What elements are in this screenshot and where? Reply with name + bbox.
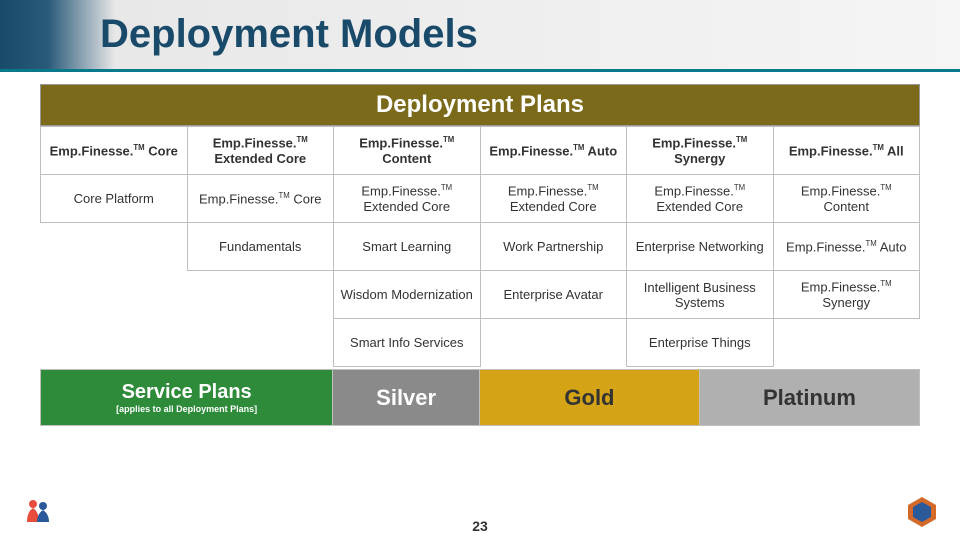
col-header-0: Emp.Finesse.TM Core [41, 127, 188, 175]
deployment-plans-header: Deployment Plans [40, 84, 920, 126]
col-header-4: Emp.Finesse.TM Synergy [627, 127, 774, 175]
page-title: Deployment Models [100, 12, 478, 57]
col-header-1: Emp.Finesse.TM Extended Core [187, 127, 334, 175]
service-plans-row: Service Plans [applies to all Deployment… [40, 369, 920, 426]
col-header-2: Emp.Finesse.TM Content [334, 127, 481, 175]
table-row: FundamentalsSmart LearningWork Partnersh… [41, 223, 920, 271]
slide-content: Deployment Plans Emp.Finesse.TM CoreEmp.… [0, 72, 960, 426]
page-number: 23 [472, 518, 488, 534]
table-cell [41, 319, 188, 367]
table-cell: Smart Learning [334, 223, 481, 271]
table-cell: Enterprise Networking [627, 223, 774, 271]
table-cell: Core Platform [41, 175, 188, 223]
tier-silver: Silver [333, 370, 480, 426]
table-row: Core PlatformEmp.Finesse.TM CoreEmp.Fine… [41, 175, 920, 223]
table-cell [41, 223, 188, 271]
table-cell: Enterprise Things [627, 319, 774, 367]
logo-left-icon [20, 494, 56, 530]
title-banner: Deployment Models [0, 0, 960, 72]
tier-gold: Gold [480, 370, 700, 426]
table-cell: Emp.Finesse.TM Auto [773, 223, 920, 271]
table-cell: Smart Info Services [334, 319, 481, 367]
table-cell: Emp.Finesse.TM Core [187, 175, 334, 223]
service-plans-subtitle: [applies to all Deployment Plans] [116, 404, 257, 414]
table-cell: Emp.Finesse.TM Synergy [773, 271, 920, 319]
table-cell: Emp.Finesse.TM Content [773, 175, 920, 223]
service-plans-title: Service Plans [122, 381, 252, 404]
table-cell [480, 319, 627, 367]
table-cell: Emp.Finesse.TM Extended Core [334, 175, 481, 223]
table-cell [187, 271, 334, 319]
logo-right-icon [904, 494, 940, 530]
table-cell [187, 319, 334, 367]
table-header-row: Emp.Finesse.TM CoreEmp.Finesse.TM Extend… [41, 127, 920, 175]
table-cell: Emp.Finesse.TM Extended Core [627, 175, 774, 223]
table-cell [773, 319, 920, 367]
col-header-5: Emp.Finesse.TM All [773, 127, 920, 175]
table-cell: Intelligent Business Systems [627, 271, 774, 319]
col-header-3: Emp.Finesse.TM Auto [480, 127, 627, 175]
table-row: Smart Info Services Enterprise Things [41, 319, 920, 367]
table-row: Wisdom ModernizationEnterprise AvatarInt… [41, 271, 920, 319]
table-cell: Enterprise Avatar [480, 271, 627, 319]
tier-platinum: Platinum [700, 370, 920, 426]
table-cell: Work Partnership [480, 223, 627, 271]
table-cell: Wisdom Modernization [334, 271, 481, 319]
table-cell: Emp.Finesse.TM Extended Core [480, 175, 627, 223]
table-cell: Fundamentals [187, 223, 334, 271]
table-cell [41, 271, 188, 319]
deployment-table: Emp.Finesse.TM CoreEmp.Finesse.TM Extend… [40, 126, 920, 367]
service-plans-label: Service Plans [applies to all Deployment… [40, 370, 333, 426]
